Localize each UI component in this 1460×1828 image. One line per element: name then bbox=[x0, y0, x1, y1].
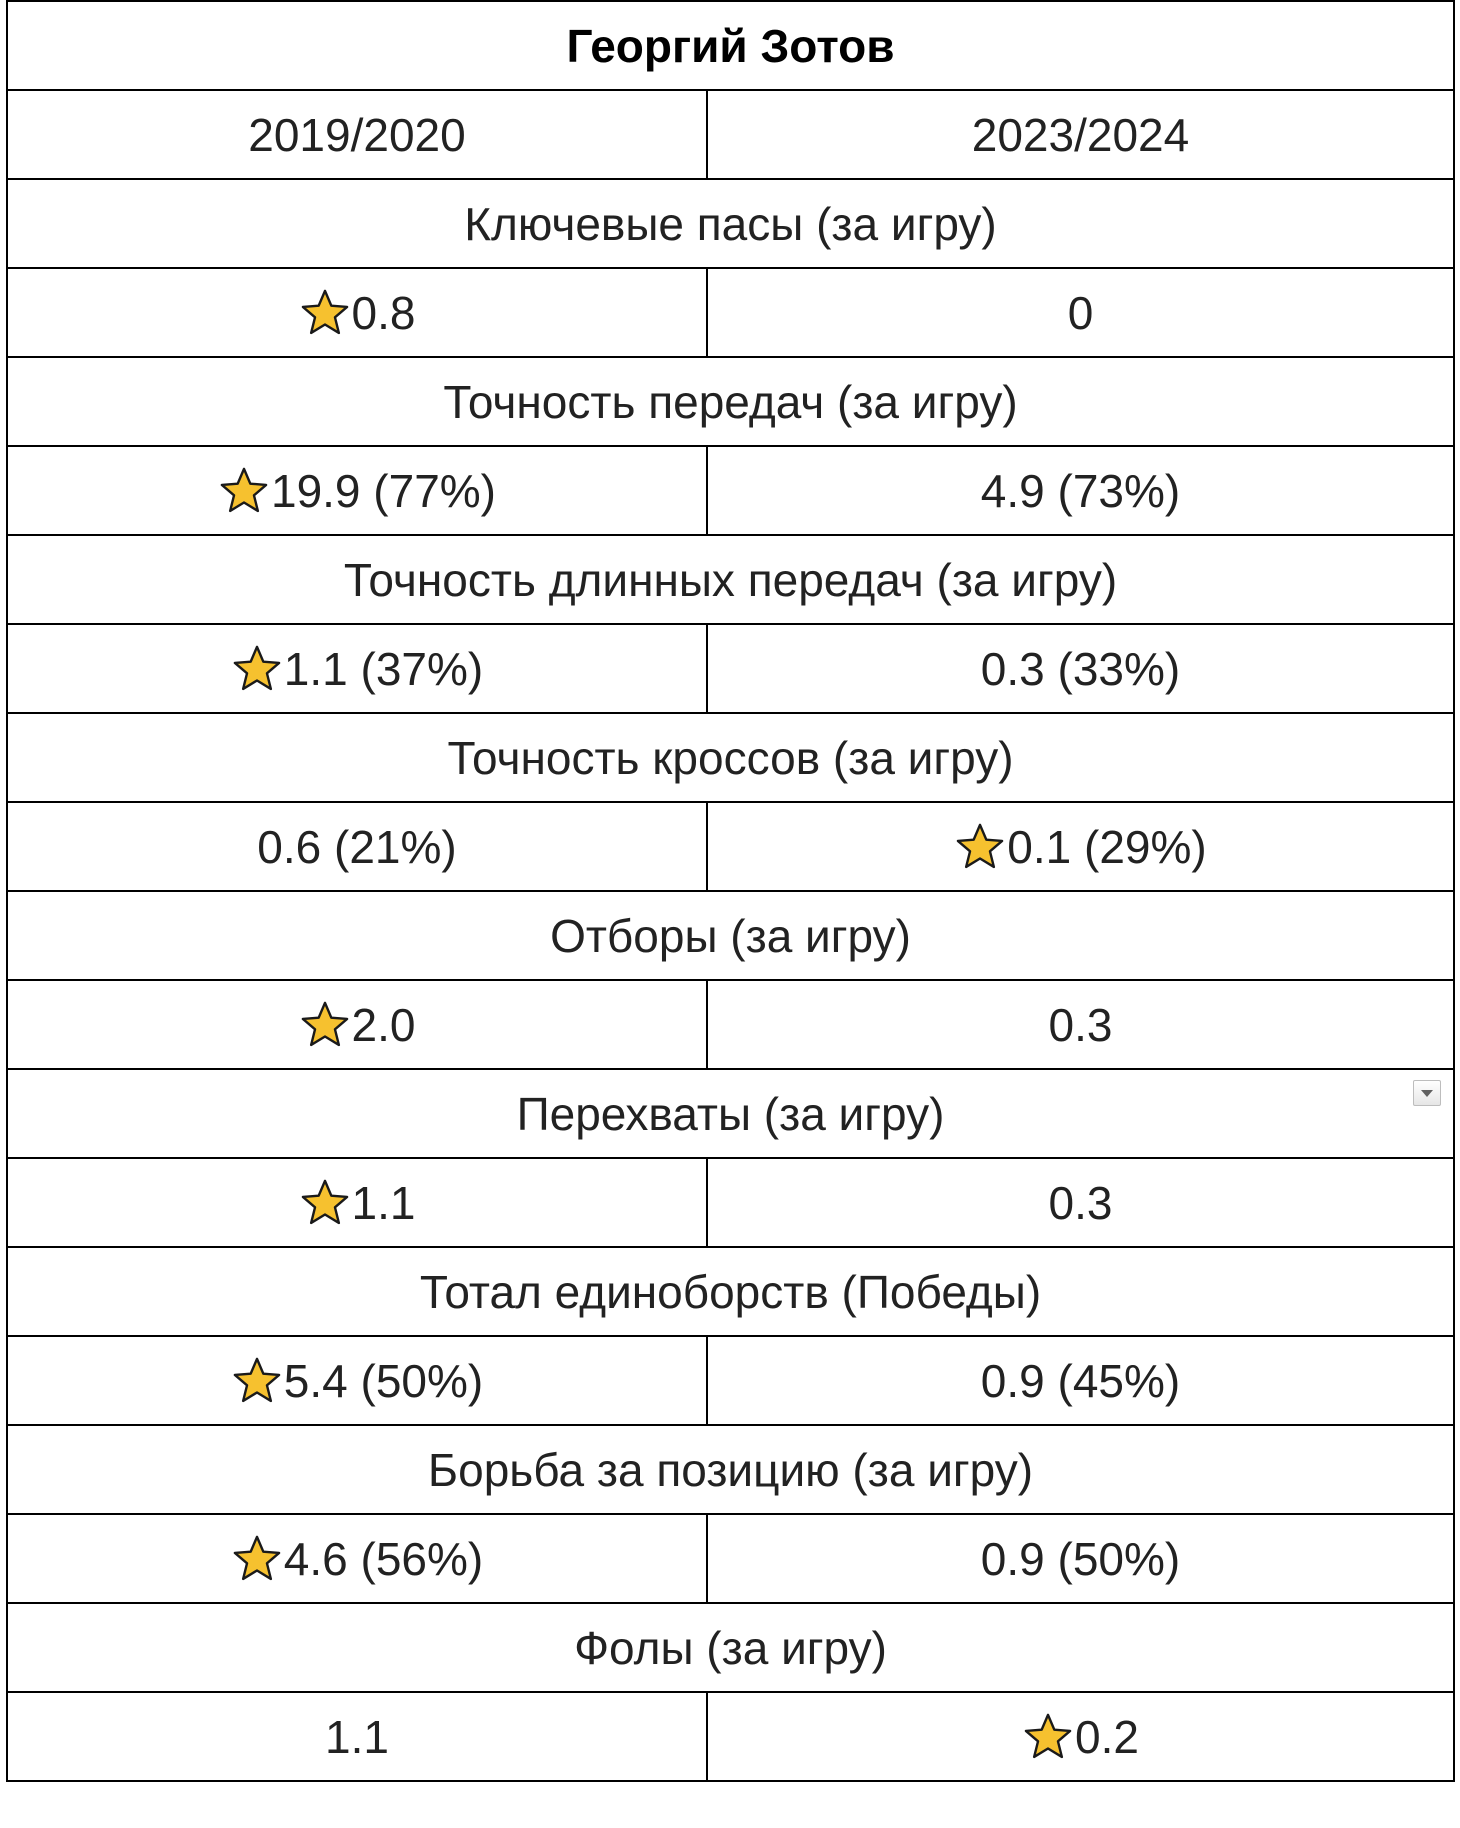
metric-label-row: Борьба за позицию (за игру) bbox=[6, 1424, 1455, 1515]
metric-value: 19.9 (77%) bbox=[270, 464, 496, 517]
metric-value: 4.6 (56%) bbox=[283, 1532, 484, 1585]
metric-value-row: 2.0 0.3 bbox=[6, 979, 1455, 1070]
metric-value-row: 19.9 (77%) 4.9 (73%) bbox=[6, 445, 1455, 536]
metric-label-row: Тотал единоборств (Победы) bbox=[6, 1246, 1455, 1337]
metric-value: 0.2 bbox=[1075, 1710, 1139, 1763]
metric-label-text: Точность кроссов (за игру) bbox=[447, 731, 1014, 784]
metric-value: 1.1 (37%) bbox=[283, 642, 484, 695]
value-cell-2019-2020: 1.1 bbox=[6, 1691, 708, 1782]
metric-label-row: Точность передач (за игру) bbox=[6, 356, 1455, 447]
metric-label-text: Точность длинных передач (за игру) bbox=[343, 553, 1118, 606]
star-icon bbox=[231, 1533, 283, 1585]
value-cell-2019-2020: 0.6 (21%) bbox=[6, 801, 708, 892]
value-cell-2023-2024: 0 bbox=[706, 267, 1455, 358]
stats-comparison-table: Георгий Зотов 2019/2020 2023/2024 Ключев… bbox=[6, 0, 1455, 1782]
metric-label: Ключевые пасы (за игру) bbox=[6, 178, 1455, 269]
star-icon bbox=[954, 821, 1006, 873]
metric-label-text: Тотал единоборств (Победы) bbox=[419, 1265, 1042, 1318]
player-name-title: Георгий Зотов bbox=[6, 0, 1455, 91]
metric-label: Точность передач (за игру) bbox=[6, 356, 1455, 447]
metric-value: 2.0 bbox=[351, 998, 416, 1051]
metric-label: Точность длинных передач (за игру) bbox=[6, 534, 1455, 625]
value-cell-2019-2020: 1.1 bbox=[6, 1157, 708, 1248]
metric-label-row: Фолы (за игру) bbox=[6, 1602, 1455, 1693]
metric-label: Борьба за позицию (за игру) bbox=[6, 1424, 1455, 1515]
metric-label-text: Борьба за позицию (за игру) bbox=[427, 1443, 1034, 1496]
value-cell-2023-2024: 0.9 (50%) bbox=[706, 1513, 1455, 1604]
metric-label-text: Точность передач (за игру) bbox=[443, 375, 1018, 428]
metric-value: 0.1 (29%) bbox=[1007, 820, 1207, 873]
metric-label-text: Перехваты (за игру) bbox=[516, 1087, 945, 1140]
value-cell-2019-2020: 4.6 (56%) bbox=[6, 1513, 708, 1604]
season-header-left: 2019/2020 bbox=[6, 89, 708, 180]
value-cell-2023-2024: 0.3 bbox=[706, 1157, 1455, 1248]
metric-label: Отборы (за игру) bbox=[6, 890, 1455, 981]
star-icon bbox=[299, 999, 351, 1051]
value-cell-2019-2020: 1.1 (37%) bbox=[6, 623, 708, 714]
value-cell-2019-2020: 19.9 (77%) bbox=[6, 445, 708, 536]
metric-label: Точность кроссов (за игру) bbox=[6, 712, 1455, 803]
metric-value: 1.1 bbox=[325, 1710, 389, 1763]
star-icon bbox=[231, 1355, 283, 1407]
star-icon bbox=[299, 287, 351, 339]
season-header-right: 2023/2024 bbox=[706, 89, 1455, 180]
table-body: Георгий Зотов 2019/2020 2023/2024 Ключев… bbox=[6, 0, 1455, 1782]
metric-label-text: Ключевые пасы (за игру) bbox=[464, 197, 997, 250]
title-row: Георгий Зотов bbox=[6, 0, 1455, 91]
season-header-row: 2019/2020 2023/2024 bbox=[6, 89, 1455, 180]
metric-value: 0.3 (33%) bbox=[980, 642, 1181, 695]
star-icon bbox=[1022, 1711, 1074, 1763]
metric-label-row: Отборы (за игру) bbox=[6, 890, 1455, 981]
metric-value-row: 1.1 (37%) 0.3 (33%) bbox=[6, 623, 1455, 714]
metric-label: Перехваты (за игру) bbox=[6, 1068, 1455, 1159]
metric-label-row: Точность кроссов (за игру) bbox=[6, 712, 1455, 803]
metric-value-row: 5.4 (50%) 0.9 (45%) bbox=[6, 1335, 1455, 1426]
metric-value: 0.6 (21%) bbox=[257, 820, 457, 873]
metric-label-text: Фолы (за игру) bbox=[574, 1621, 887, 1674]
star-icon bbox=[218, 465, 270, 517]
metric-value: 0.3 bbox=[1048, 998, 1113, 1051]
metric-label-row: Перехваты (за игру) bbox=[6, 1068, 1455, 1159]
metric-label: Фолы (за игру) bbox=[6, 1602, 1455, 1693]
metric-value-row: 0.6 (21%) 0.1 (29%) bbox=[6, 801, 1455, 892]
value-cell-2023-2024: 4.9 (73%) bbox=[706, 445, 1455, 536]
metric-value: 1.1 bbox=[351, 1176, 416, 1229]
value-cell-2023-2024: 0.9 (45%) bbox=[706, 1335, 1455, 1426]
value-cell-2023-2024: 0.3 bbox=[706, 979, 1455, 1070]
metric-value: 0.3 bbox=[1048, 1176, 1113, 1229]
value-cell-2019-2020: 5.4 (50%) bbox=[6, 1335, 708, 1426]
value-cell-2023-2024: 0.3 (33%) bbox=[706, 623, 1455, 714]
metric-value: 5.4 (50%) bbox=[283, 1354, 484, 1407]
metric-label-row: Ключевые пасы (за игру) bbox=[6, 178, 1455, 269]
metric-value: 4.9 (73%) bbox=[980, 464, 1181, 517]
value-cell-2023-2024: 0.2 bbox=[706, 1691, 1455, 1782]
value-cell-2019-2020: 0.8 bbox=[6, 267, 708, 358]
metric-value: 0 bbox=[1067, 286, 1094, 339]
metric-label: Тотал единоборств (Победы) bbox=[6, 1246, 1455, 1337]
metric-value: 0.9 (50%) bbox=[980, 1532, 1181, 1585]
star-icon bbox=[231, 643, 283, 695]
value-cell-2023-2024: 0.1 (29%) bbox=[706, 801, 1455, 892]
metric-value: 0.9 (45%) bbox=[980, 1354, 1181, 1407]
metric-value-row: 4.6 (56%) 0.9 (50%) bbox=[6, 1513, 1455, 1604]
metric-value-row: 1.1 0.2 bbox=[6, 1691, 1455, 1782]
dropdown-arrow-icon[interactable] bbox=[1413, 1080, 1441, 1106]
metric-value-row: 1.1 0.3 bbox=[6, 1157, 1455, 1248]
star-icon bbox=[299, 1177, 351, 1229]
metric-value: 0.8 bbox=[351, 286, 416, 339]
metric-value-row: 0.8 0 bbox=[6, 267, 1455, 358]
metric-label-row: Точность длинных передач (за игру) bbox=[6, 534, 1455, 625]
metric-label-text: Отборы (за игру) bbox=[550, 909, 911, 962]
value-cell-2019-2020: 2.0 bbox=[6, 979, 708, 1070]
